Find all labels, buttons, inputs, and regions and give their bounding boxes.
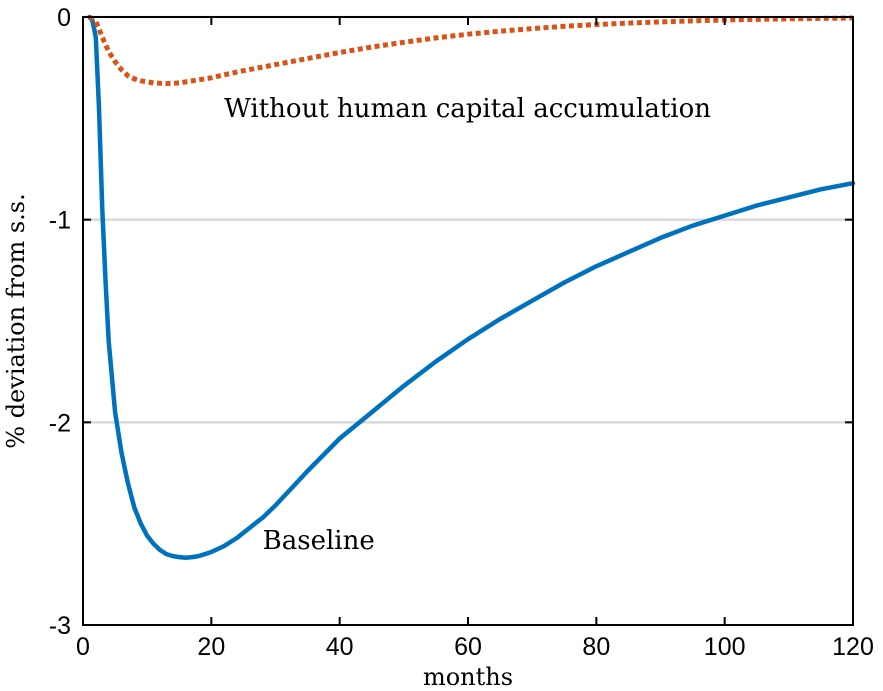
grid-lines (83, 15, 853, 424)
series-line-1 (88, 14, 854, 86)
tick-labels: 0 20 40 60 80 100 120 -3 -2 -1 0 (49, 4, 874, 661)
x-tick-label: 20 (197, 633, 225, 661)
x-tick-label: 120 (832, 633, 874, 661)
x-tick-label: 60 (454, 633, 482, 661)
y-tick-label: -3 (49, 612, 71, 640)
annotations: Without human capital accumulation Baseli… (224, 94, 711, 556)
x-tick-label: 100 (704, 633, 746, 661)
x-axis-label: months (423, 663, 513, 691)
y-tick-label: -1 (49, 207, 71, 235)
y-tick-label: 0 (57, 4, 71, 32)
y-tick-label: -2 (49, 409, 71, 437)
x-tick-label: 80 (582, 633, 610, 661)
y-axis-label: % deviation from s.s. (2, 193, 30, 448)
x-tick-label: 0 (76, 633, 90, 661)
x-tick-label: 40 (326, 633, 354, 661)
series-layer (87, 14, 856, 560)
annotation-label: Without human capital accumulation (224, 94, 711, 124)
axis-ticks (82, 16, 854, 626)
series-line-0 (87, 14, 856, 560)
annotation-label: Baseline (263, 526, 375, 556)
